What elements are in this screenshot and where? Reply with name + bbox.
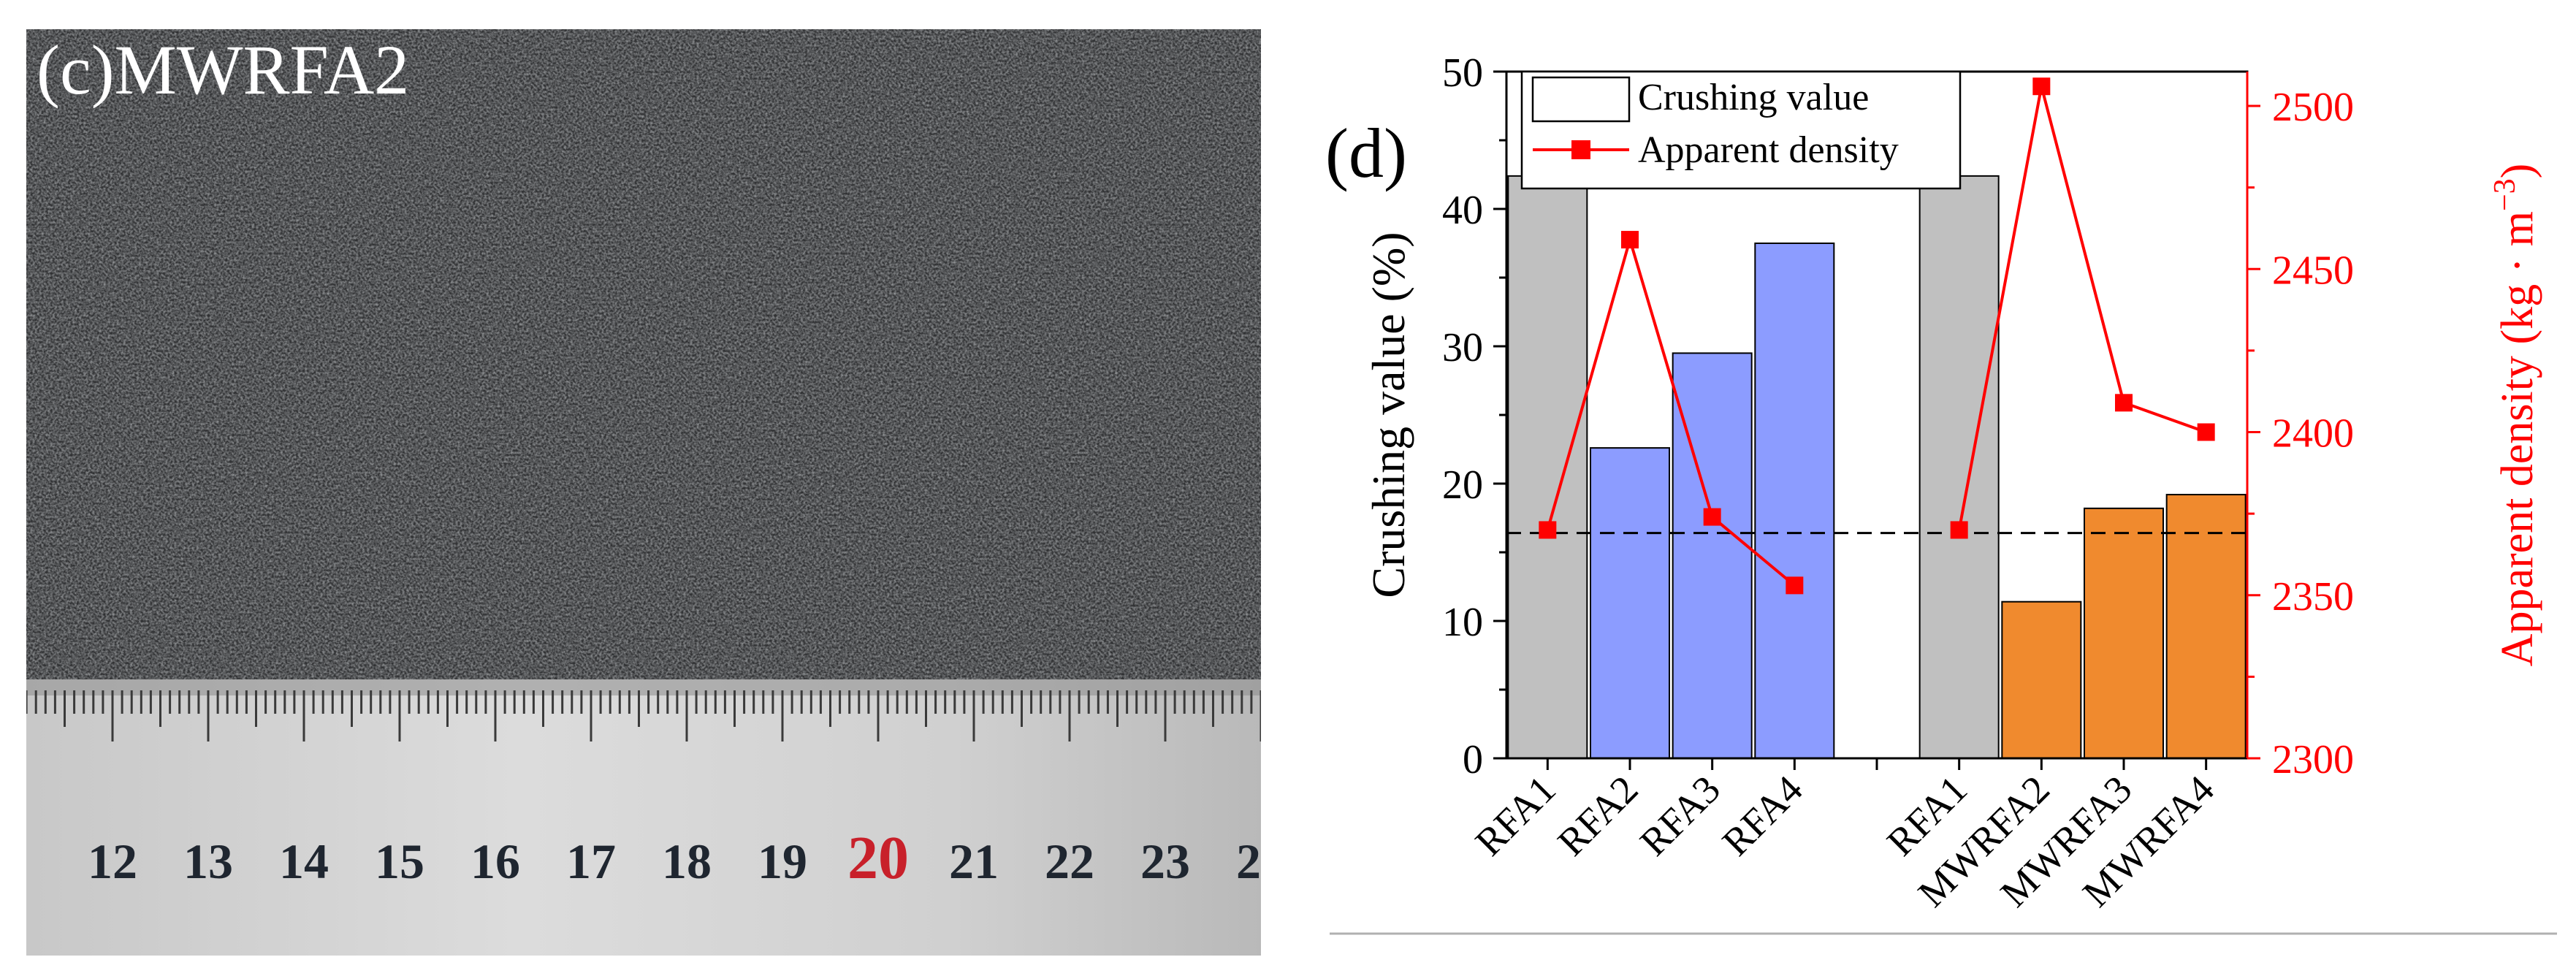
density-point <box>1950 521 1968 539</box>
density-line-segment <box>1957 85 2207 530</box>
density-line-segment <box>1546 234 1796 587</box>
ruler-number: 23 <box>1140 834 1190 889</box>
right-tick-label: 2450 <box>2272 248 2354 293</box>
bar-rfa1 <box>1507 175 1588 759</box>
ruler-number: 14 <box>279 834 329 889</box>
density-point <box>2032 77 2051 96</box>
x-tick-label: RFA2 <box>1550 767 1647 864</box>
x-tick-label: RFA4 <box>1714 767 1811 864</box>
gravel-texture <box>26 29 1261 690</box>
density-point <box>2197 423 2215 441</box>
panel-label: (d) <box>1325 114 1407 192</box>
right-title-superscript: −3 <box>2488 178 2522 211</box>
y-axis-right-title: Apparent density (kg · m−3) <box>2488 164 2542 667</box>
bar-rfa4 <box>1754 243 1835 759</box>
left-tick-label: 0 <box>1463 737 1483 782</box>
x-tick-label: RFA3 <box>1631 767 1729 864</box>
right-title-close: ) <box>2493 164 2542 179</box>
left-tick-label: 40 <box>1442 188 1483 233</box>
density-point <box>1539 521 1557 539</box>
bar-mwrfa3 <box>2084 507 2164 760</box>
ruler-number: 20 <box>847 824 909 892</box>
density-point <box>1621 231 1639 249</box>
y-axis-left-title: Crushing value (%) <box>1363 232 1414 598</box>
density-point <box>1703 508 1721 526</box>
density-point <box>2115 394 2133 412</box>
right-tick-label: 2400 <box>2272 411 2354 457</box>
density-line-layer <box>1539 77 2215 595</box>
ruler-number: 22 <box>1045 834 1094 889</box>
left-tick-label: 30 <box>1442 325 1483 370</box>
bar-rfa2 <box>1590 447 1670 759</box>
ruler-number: 24 <box>1236 834 1261 889</box>
photo-label: (c)MWRFA2 <box>37 31 409 109</box>
density-point <box>1786 576 1804 595</box>
ruler-number: 19 <box>758 834 807 889</box>
ruler-number: 13 <box>183 834 233 889</box>
right-axis: 2300 2350 2400 2450 2500 <box>2246 72 2354 782</box>
bar-rfa3 <box>1672 352 1753 759</box>
bar-mwrfa4 <box>2165 494 2247 759</box>
left-tick-label: 50 <box>1442 50 1483 96</box>
ruler-number: 16 <box>470 834 520 889</box>
left-tick-label: 10 <box>1442 600 1483 645</box>
legend-marker-swatch <box>1571 140 1590 159</box>
ruler: 12 13 14 15 16 17 18 19 20 21 22 23 24 <box>25 679 1286 956</box>
right-tick-label: 2300 <box>2272 737 2354 782</box>
bars-layer <box>1507 175 2247 760</box>
left-axis: 0 10 20 30 40 50 <box>1442 50 1506 782</box>
ruler-number: 12 <box>88 834 137 889</box>
bar-rfa1 <box>1918 175 2000 759</box>
legend-bar-swatch <box>1531 76 1631 123</box>
legend: Crushing value Apparent density <box>1520 70 1962 190</box>
ruler-number: 17 <box>566 834 616 889</box>
aggregate-photo: 12 13 14 15 16 17 18 19 20 21 22 23 24 (c)MWRFA2 <box>25 29 1286 956</box>
ruler-number: 18 <box>662 834 712 889</box>
left-tick-label: 20 <box>1442 462 1483 508</box>
chart-panel: 0 10 20 30 40 50 2300 2350 2400 2450 2500 RFA1 RFA… <box>1315 0 2576 972</box>
legend-label-density: Apparent density <box>1638 129 1899 171</box>
right-tick-label: 2500 <box>2272 85 2354 130</box>
bar-mwrfa2 <box>2001 601 2082 759</box>
legend-label-crushing: Crushing value <box>1638 77 1869 118</box>
ruler-number: 21 <box>949 834 999 889</box>
ruler-number: 15 <box>375 834 424 889</box>
right-tick-label: 2350 <box>2272 574 2354 619</box>
